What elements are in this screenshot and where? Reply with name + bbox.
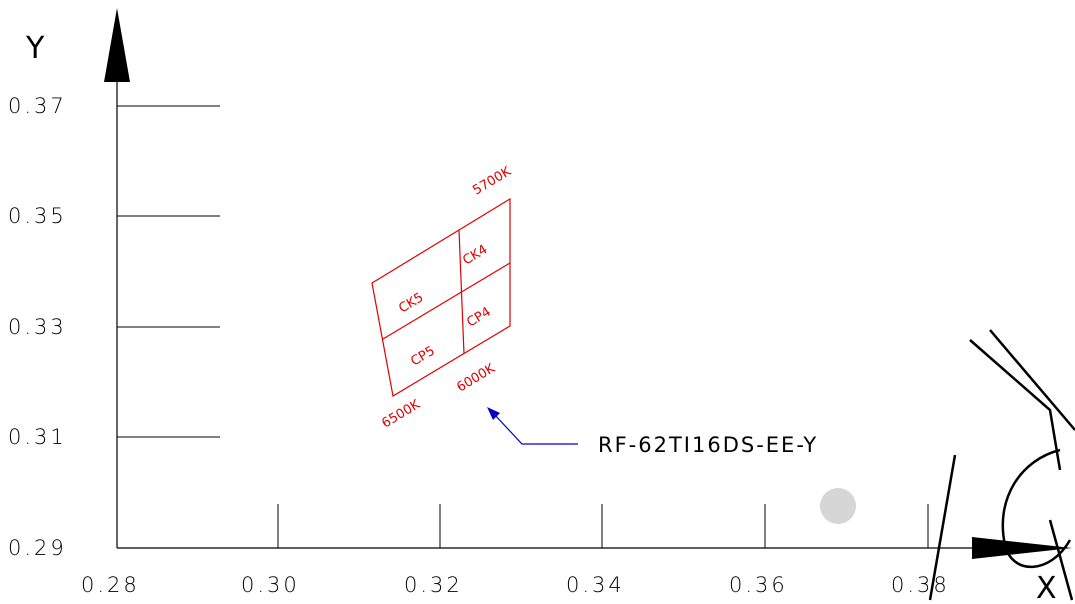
y-ticks: 0.37 0.35 0.33 0.31 0.29 (8, 94, 220, 560)
bin-label-cp5: CP5 (408, 344, 437, 370)
cct-label-5700k: 5700K (470, 164, 514, 199)
callout-label: RF-62TI16DS-EE-Y (598, 433, 818, 457)
y-tick-label: 0.33 (8, 315, 67, 339)
bin-grid (371, 197, 511, 397)
cct-label-6500k: 6500K (379, 397, 423, 432)
bin-label-cp4: CP4 (464, 305, 493, 331)
bin-divider (382, 262, 511, 340)
x-tick-label: 0.34 (566, 573, 625, 597)
y-tick-label: 0.35 (8, 204, 67, 228)
x-ticks: 0.28 0.30 0.32 0.34 0.36 0.38 (81, 504, 950, 597)
bin-label-ck5: CK5 (396, 290, 426, 316)
y-tick-label: 0.29 (8, 536, 67, 560)
y-tick-label: 0.37 (8, 94, 67, 118)
y-axis-arrow-icon (104, 8, 130, 82)
bin-outline (371, 197, 511, 397)
cct-label-6000k: 6000K (454, 361, 498, 396)
leader-arrow-icon (487, 407, 500, 420)
x-axis-title: X (1036, 571, 1057, 604)
x-tick-label: 0.32 (404, 573, 463, 597)
x-tick-label: 0.38 (891, 573, 950, 597)
x-tick-label: 0.36 (729, 573, 788, 597)
y-axis-title: Y (25, 31, 45, 66)
bin-label-ck4: CK4 (460, 242, 490, 268)
x-axis-arrow-icon (972, 537, 1072, 559)
callout-leader (487, 407, 578, 445)
x-tick-label: 0.30 (241, 573, 300, 597)
watermark-logo (820, 329, 1075, 601)
x-tick-label: 0.28 (81, 573, 140, 597)
y-tick-label: 0.31 (8, 425, 67, 449)
